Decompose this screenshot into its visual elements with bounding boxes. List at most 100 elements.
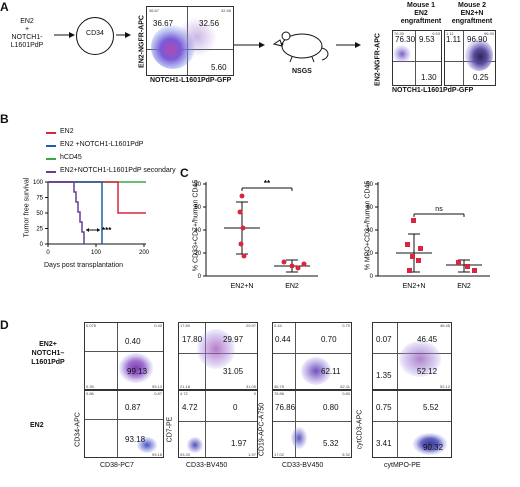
panel-label-c: C — [180, 166, 189, 180]
d2-top-plot: 17.80 29.97 31.05 17.80 29.97 21.18 31.0… — [178, 322, 258, 390]
row-label-top: EN2+ NOTCH1– L1601PdP — [18, 340, 78, 367]
d3-bottom-c-br: 5.32 — [342, 452, 350, 457]
construct-line-2: + — [24, 26, 30, 33]
c1-sig: ** — [264, 179, 271, 188]
d1-top-q-br: 99.13 — [127, 367, 148, 376]
d2-bottom-plot: 4.72 0 1.97 4.72 0 93.33 1.97 — [178, 390, 258, 458]
d2-bottom-q-br: 1.97 — [231, 439, 247, 448]
flow-a1-x-axis-label: NOTCH1-L1601PdP-GFP — [150, 77, 232, 84]
d4-bottom-plot: 0.75 5.52 3.41 90.32 — [372, 390, 452, 458]
mouse-icon — [272, 31, 329, 63]
d1-top-plot: 0.40 99.13 0.075 0.40 0.35 99.13 — [84, 322, 164, 390]
d1-top-c-br: 99.13 — [151, 384, 162, 389]
d4-bottom-q-tl: 0.75 — [376, 403, 392, 412]
d2-top-q-tr: 29.97 — [223, 335, 244, 344]
survival-ytick-50: 50 — [36, 211, 43, 217]
d2-top-density — [197, 329, 235, 369]
c2-xtick-en2n: EN2+N — [403, 283, 426, 290]
flow-a2-x-axis-label: NOTCH1-L1601PdP-GFP — [392, 87, 474, 94]
d2-bottom-q-tr: 0 — [233, 403, 238, 412]
d3-bottom-c-tr: 0.80 — [342, 391, 350, 396]
construct-line-4: L1601PdP — [10, 42, 44, 49]
c1-point — [237, 209, 243, 215]
flow-a1-q-tl: 36.67 — [153, 19, 174, 28]
flow-a2-m2-density — [465, 39, 493, 71]
flow-a2-m2-corner-tl: 1.11 — [446, 31, 454, 36]
c1-point — [295, 265, 301, 271]
panel-a-arrows — [54, 32, 361, 48]
flow-a1-plot: 36.67 32.56 5.60 36.67 32.56 — [146, 6, 234, 76]
d2-bottom-c-tl: 4.72 — [180, 391, 188, 396]
d3-top-density — [301, 357, 331, 385]
c1-xtick-en2n: EN2+N — [231, 283, 254, 290]
d1-bottom-c-tl: 0.86 — [86, 391, 94, 396]
flow-a2-m1-corner-tl: 76.30 — [394, 31, 405, 36]
c2-point — [407, 268, 412, 273]
d4-top-plot: 0.07 46.45 1.35 52.12 46.45 52.12 — [372, 322, 452, 390]
cd34-label: CD34 — [86, 30, 104, 37]
c1-xtick-en2: EN2 — [285, 283, 299, 290]
d1-bottom-density — [137, 437, 157, 453]
d2-bottom-c-bl: 93.33 — [180, 452, 191, 457]
c2-point — [456, 260, 461, 265]
survival-ytick-25: 25 — [36, 227, 43, 233]
c2-sig: ns — [435, 206, 443, 213]
c1-point — [241, 253, 247, 259]
d1-y-axis-label: CD34-APC — [74, 412, 82, 447]
panel-label-b: B — [0, 112, 9, 126]
c2-plot: 0 20 40 60 80 ns EN2+N EN2 — [366, 182, 490, 290]
c1-ytick-60: 60 — [194, 205, 201, 211]
survival-xtick-100: 100 — [91, 250, 102, 256]
legend-swatch-en2-notch1 — [46, 145, 56, 147]
flow-a2-m2-q-tl: 1.11 — [446, 35, 461, 44]
flow-a2-m2-corner-tr: 96.90 — [483, 31, 494, 36]
d2-top-q-br: 31.05 — [223, 367, 244, 376]
legend-label-hcd45: hCD45 — [60, 154, 82, 161]
flow-a1-q-tr: 32.56 — [199, 19, 220, 28]
c2-point — [418, 246, 423, 251]
survival-plot: 0 25 50 75 100 0 100 200 *** — [33, 180, 150, 256]
c2-point — [405, 242, 410, 247]
d4-top-q-tl: 0.07 — [376, 335, 392, 344]
survival-x-label: Days post transplantation — [44, 262, 123, 269]
panel-label-d: D — [0, 318, 9, 332]
d1-bottom-c-br: 93.18 — [151, 452, 162, 457]
d3-bottom-c-tl: 76.86 — [274, 391, 285, 396]
panel-label-a: A — [0, 0, 9, 14]
flow-a2-y-axis-label: EN2-NGFR-APC — [374, 33, 382, 86]
d1-top-c-tl: 0.075 — [86, 323, 97, 328]
construct-label: EN2 + NOTCH1- L1601PdP — [2, 18, 52, 50]
d1-bottom-q-br: 93.18 — [125, 435, 146, 444]
d3-y-axis-label: CD19-APC-A750 — [258, 402, 266, 457]
d4-bottom-q-br: 90.32 — [423, 443, 444, 452]
d2-top-c-br: 31.05 — [245, 384, 256, 389]
d2-top-q-tl: 17.80 — [182, 335, 203, 344]
d1-top-density — [119, 353, 153, 383]
d4-top-q-tr: 46.45 — [417, 335, 438, 344]
c1-point — [239, 193, 245, 199]
legend-swatch-hcd45 — [46, 158, 56, 160]
d3-bottom-q-tr: 0.80 — [323, 403, 339, 412]
c2-ytick-40: 40 — [366, 228, 373, 234]
flow-a2-mouse1-plot: 76.30 9.53 1.30 76.30 9.53 — [392, 30, 442, 86]
c1-point — [240, 225, 246, 231]
survival-curve-en2 — [48, 181, 146, 214]
d2-bottom-c-tr: 0 — [253, 391, 256, 396]
d2-x-axis-label: CD33-BV450 — [186, 462, 228, 469]
c2-ytick-20: 20 — [366, 251, 373, 257]
mouse2-title: Mouse 2 EN2+N engraftment — [446, 2, 498, 26]
c2-point — [411, 218, 416, 223]
flow-a2-m1-q-tr: 9.53 — [419, 35, 435, 44]
d3-bottom-q-tl: 76.86 — [275, 403, 296, 412]
d3-top-q-tr: 0.70 — [321, 335, 337, 344]
legend-label-en2-notch1: EN2 +NOTCH1-L1601PdP — [60, 141, 144, 148]
d2-y-axis-label: CD7-PE — [166, 416, 174, 443]
survival-xtick-0: 0 — [46, 250, 50, 256]
survival-xtick-200: 200 — [139, 250, 150, 256]
d1-bottom-c-tr: 0.87 — [154, 391, 162, 396]
d3-top-q-br: 62.11 — [321, 367, 341, 376]
c2-point — [465, 264, 470, 269]
legend-label-en2: EN2 — [60, 128, 74, 135]
mouse-strain-label: NSGS — [292, 68, 312, 75]
c1-point — [281, 259, 287, 265]
